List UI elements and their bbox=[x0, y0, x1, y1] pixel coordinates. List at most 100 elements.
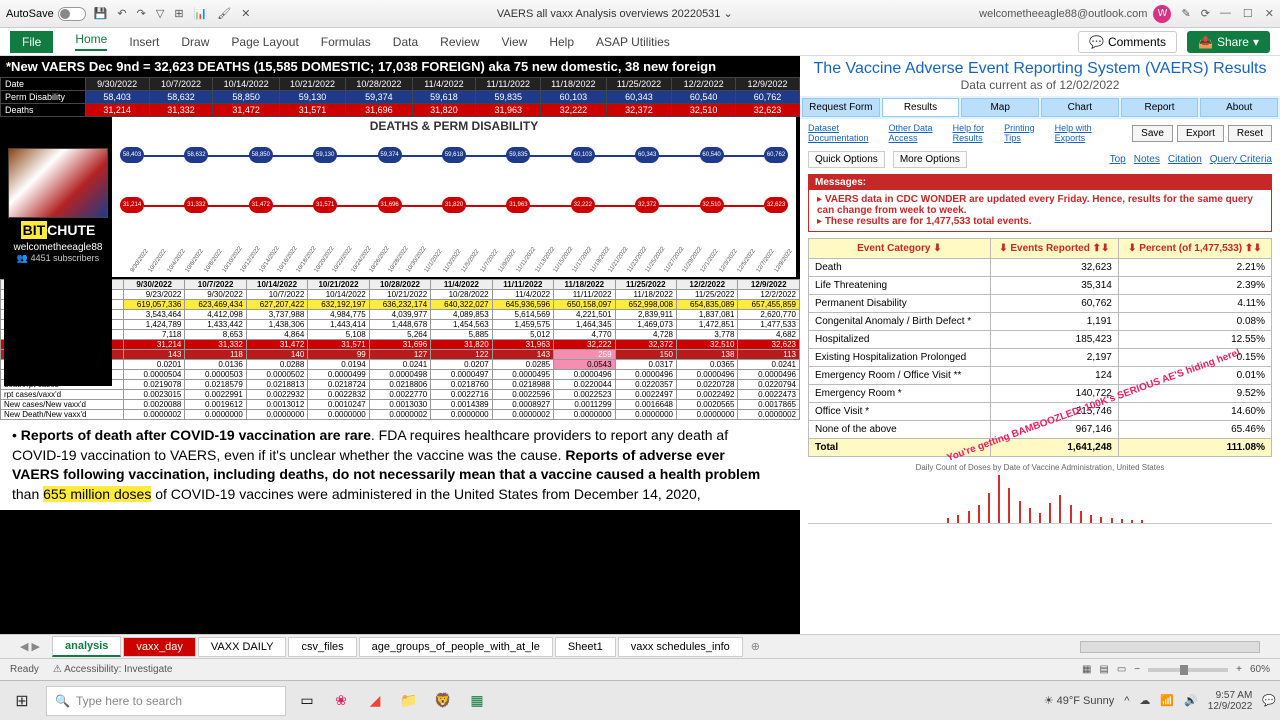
tray-volume-icon[interactable]: 🔊 bbox=[1184, 694, 1198, 707]
sheet-tab[interactable]: VAXX DAILY bbox=[198, 637, 287, 657]
tray-wifi-icon[interactable]: 📶 bbox=[1160, 694, 1174, 707]
app-icon[interactable]: ◢ bbox=[360, 686, 390, 716]
vaers-tabs: Request FormResultsMapChartReportAbout bbox=[800, 96, 1280, 119]
sheet-nav-arrows[interactable]: ◀ ▶ bbox=[20, 640, 40, 653]
tray-cloud-icon[interactable]: ☁ bbox=[1139, 694, 1150, 707]
quick-options-button[interactable]: Quick Options bbox=[808, 151, 885, 168]
vaers-links: DatasetDocumentationOther DataAccessHelp… bbox=[800, 119, 1100, 147]
tab-help[interactable]: Help bbox=[549, 35, 574, 49]
vaers-tab[interactable]: Results bbox=[882, 98, 960, 117]
redo-icon[interactable]: ↷ bbox=[137, 7, 146, 20]
tab-home[interactable]: Home bbox=[75, 32, 107, 51]
notifications-icon[interactable]: 💬 bbox=[1262, 694, 1276, 707]
sync-icon[interactable]: ⟳ bbox=[1201, 7, 1210, 20]
quick-access-toolbar: 💾 ↶ ↷ ▽ ⊞ 📊 🖌 ✕ bbox=[94, 7, 251, 20]
zoom-in-icon[interactable]: + bbox=[1236, 664, 1242, 675]
more-options-button[interactable]: More Options bbox=[893, 151, 967, 168]
sheet-tab[interactable]: Sheet1 bbox=[555, 637, 616, 657]
summary-table: Date9/30/202210/7/202210/14/202210/21/20… bbox=[0, 77, 800, 117]
save-icon[interactable]: 💾 bbox=[94, 7, 108, 20]
sheet-tab[interactable]: vaxx schedules_info bbox=[618, 637, 743, 657]
taskbar-search[interactable]: 🔍 Type here to search bbox=[46, 686, 286, 716]
cdc-footnote: • Reports of death after COVID-19 vaccin… bbox=[0, 420, 800, 510]
vaers-tab[interactable]: Map bbox=[961, 98, 1039, 117]
detail-data-table: Rpt date9/30/202210/7/202210/14/202210/2… bbox=[0, 279, 800, 420]
status-ready: Ready bbox=[10, 664, 39, 675]
vaers-results-panel: The Vaccine Adverse Event Reporting Syst… bbox=[800, 56, 1280, 634]
view-normal-icon[interactable]: ▦ bbox=[1082, 664, 1091, 675]
user-account[interactable]: welcometheeagle88@outlook.com W bbox=[979, 5, 1171, 23]
start-button[interactable]: ⊞ bbox=[4, 685, 40, 717]
weather-widget[interactable]: ☀ 49°F Sunny bbox=[1044, 694, 1115, 707]
horizontal-scrollbar[interactable] bbox=[1080, 641, 1260, 653]
view-break-icon[interactable]: ▭ bbox=[1117, 664, 1126, 675]
sheet-tab[interactable]: vaxx_day bbox=[123, 637, 195, 657]
share-button[interactable]: 📤 Share ▾ bbox=[1187, 31, 1270, 53]
minimize-icon[interactable]: — bbox=[1220, 7, 1231, 20]
status-bar: Ready ⚠ Accessibility: Investigate ▦ ▤ ▭… bbox=[0, 658, 1280, 680]
vaers-title: The Vaccine Adverse Event Reporting Syst… bbox=[804, 60, 1276, 78]
eagle-logo-icon bbox=[8, 148, 108, 218]
sheet-tab[interactable]: age_groups_of_people_with_at_le bbox=[359, 637, 553, 657]
channel-name: welcometheeagle88 bbox=[4, 242, 112, 253]
tab-draw[interactable]: Draw bbox=[181, 35, 209, 49]
document-title: VAERS all vaxx Analysis overviews 202205… bbox=[250, 7, 979, 20]
task-view-icon[interactable]: ▭ bbox=[292, 686, 322, 716]
tab-insert[interactable]: Insert bbox=[129, 35, 159, 49]
maximize-icon[interactable]: ☐ bbox=[1243, 7, 1253, 20]
close-icon[interactable]: ✕ bbox=[1265, 7, 1274, 20]
mini-chart-title: Daily Count of Doses by Date of Vaccine … bbox=[800, 461, 1280, 474]
tab-view[interactable]: View bbox=[502, 35, 528, 49]
deaths-disability-chart: DEATHS & PERM DISABILITY 58,40358,63258,… bbox=[112, 117, 796, 277]
sort-icon[interactable]: ⊞ bbox=[174, 7, 183, 20]
bitchute-logo: BITCHUTE bbox=[4, 222, 112, 238]
tab-page-layout[interactable]: Page Layout bbox=[231, 35, 298, 49]
title-bar: AutoSave 💾 ↶ ↷ ▽ ⊞ 📊 🖌 ✕ VAERS all vaxx … bbox=[0, 0, 1280, 28]
doses-mini-chart bbox=[808, 474, 1272, 524]
windows-taskbar: ⊞ 🔍 Type here to search ▭ ❀ ◢ 📁 🦁 ▦ ☀ 49… bbox=[0, 680, 1280, 720]
vaers-tab[interactable]: Chart bbox=[1041, 98, 1119, 117]
sheet-tab[interactable]: csv_files bbox=[288, 637, 356, 657]
explorer-icon[interactable]: 📁 bbox=[394, 686, 424, 716]
view-layout-icon[interactable]: ▤ bbox=[1099, 664, 1108, 675]
filter-icon[interactable]: ▽ bbox=[156, 7, 164, 20]
app-icon[interactable]: ❀ bbox=[326, 686, 356, 716]
excel-icon[interactable]: ▦ bbox=[462, 686, 492, 716]
vaers-tab[interactable]: Request Form bbox=[802, 98, 880, 117]
vaers-tab[interactable]: About bbox=[1200, 98, 1278, 117]
save-button[interactable]: Save bbox=[1132, 125, 1173, 142]
ribbon-tabs: File Home Insert Draw Page Layout Formul… bbox=[0, 28, 1280, 56]
accessibility-status[interactable]: ⚠ Accessibility: Investigate bbox=[53, 664, 173, 675]
vaers-tab[interactable]: Report bbox=[1121, 98, 1199, 117]
pen-icon[interactable]: ✎ bbox=[1181, 7, 1190, 20]
chart-icon[interactable]: 📊 bbox=[194, 7, 208, 20]
sheet-tab[interactable]: analysis bbox=[52, 636, 121, 657]
tab-file[interactable]: File bbox=[10, 31, 53, 53]
sheet-tabs: ◀ ▶ analysis vaxx_day VAXX DAILY csv_fil… bbox=[0, 634, 1280, 658]
tray-chevron-icon[interactable]: ^ bbox=[1124, 695, 1129, 707]
zoom-slider[interactable] bbox=[1148, 668, 1228, 672]
tab-data[interactable]: Data bbox=[393, 35, 418, 49]
browser-icon[interactable]: 🦁 bbox=[428, 686, 458, 716]
comments-button[interactable]: 💬 Comments bbox=[1078, 31, 1177, 53]
add-sheet-button[interactable]: ⊕ bbox=[751, 640, 760, 653]
clear-icon[interactable]: ✕ bbox=[241, 7, 250, 20]
taskbar-clock[interactable]: 9:57 AM12/9/2022 bbox=[1208, 690, 1253, 712]
worksheet-content: BITCHUTE welcometheeagle88 👥 4451 subscr… bbox=[0, 56, 1280, 634]
zoom-level[interactable]: 60% bbox=[1250, 664, 1270, 675]
paint-icon[interactable]: 🖌 bbox=[217, 7, 231, 20]
tab-formulas[interactable]: Formulas bbox=[321, 35, 371, 49]
messages-box: Messages: VAERS data in CDC WONDER are u… bbox=[808, 174, 1272, 232]
tab-asap[interactable]: ASAP Utilities bbox=[596, 35, 670, 49]
subscriber-count: 👥 4451 subscribers bbox=[4, 253, 112, 264]
tab-review[interactable]: Review bbox=[440, 35, 479, 49]
avatar-icon: W bbox=[1153, 5, 1171, 23]
reset-button[interactable]: Reset bbox=[1228, 125, 1272, 142]
undo-icon[interactable]: ↶ bbox=[117, 7, 126, 20]
event-category-table: Event Category ⬇⬇ Events Reported ⬆⬇⬇ Pe… bbox=[808, 238, 1272, 457]
headline-text: *New VAERS Dec 9nd = 32,623 DEATHS (15,5… bbox=[0, 56, 800, 77]
vaers-subtitle: Data current as of 12/02/2022 bbox=[804, 78, 1276, 92]
zoom-out-icon[interactable]: − bbox=[1134, 664, 1140, 675]
autosave-toggle[interactable]: AutoSave bbox=[6, 7, 86, 21]
export-button[interactable]: Export bbox=[1177, 125, 1224, 142]
